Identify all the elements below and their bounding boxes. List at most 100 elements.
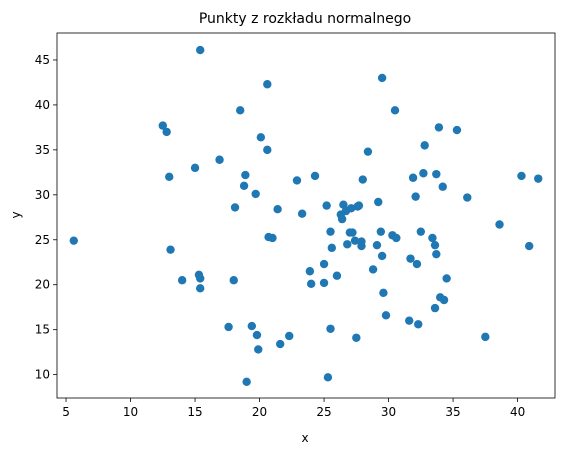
data-point: [439, 295, 449, 305]
data-point: [376, 227, 386, 236]
data-point: [442, 274, 451, 283]
data-point: [411, 192, 420, 201]
data-point: [322, 201, 331, 210]
data-point: [438, 182, 447, 191]
data-point: [428, 233, 437, 243]
data-point: [534, 174, 543, 183]
x-tick-label: 15: [187, 405, 202, 419]
data-point: [196, 284, 205, 293]
data-point: [276, 339, 285, 349]
data-point: [377, 251, 387, 261]
data-point: [263, 145, 272, 155]
y-tick-label: 10: [35, 368, 50, 382]
data-point: [452, 125, 462, 135]
y-tick-label: 45: [35, 53, 50, 67]
data-point: [379, 288, 388, 298]
data-point: [339, 200, 348, 209]
data-point: [256, 133, 266, 142]
data-point: [481, 332, 490, 342]
data-point: [158, 121, 167, 130]
y-axis: 10 15 20 25 30 35 40 45: [35, 53, 57, 382]
data-point: [346, 204, 356, 213]
x-tick-label: 25: [316, 405, 331, 419]
data-point: [414, 320, 423, 329]
data-point: [230, 203, 240, 212]
data-point: [319, 259, 329, 269]
data-point: [357, 237, 366, 246]
data-point: [405, 316, 414, 325]
data-point: [374, 197, 383, 207]
data-point: [348, 228, 357, 237]
data-point: [292, 176, 302, 185]
data-point: [268, 233, 277, 243]
data-point: [326, 324, 335, 333]
chart-title: Punkty z rozkładu normalnego: [199, 11, 411, 27]
data-point: [434, 123, 444, 132]
data-point: [190, 163, 200, 173]
data-point: [215, 155, 224, 164]
data-point: [381, 311, 391, 320]
data-point: [372, 240, 382, 250]
y-tick-label: 35: [35, 143, 50, 157]
data-point: [463, 193, 472, 202]
data-point: [254, 345, 263, 354]
data-point: [430, 303, 440, 313]
data-point: [350, 236, 360, 245]
data-point: [323, 373, 333, 382]
data-point: [412, 259, 422, 269]
y-tick-label: 15: [35, 323, 50, 337]
data-point: [390, 106, 400, 115]
data-point: [196, 45, 205, 55]
y-tick-label: 40: [35, 98, 50, 112]
x-axis-label: x: [301, 431, 308, 445]
y-tick-label: 20: [35, 278, 50, 292]
data-point: [177, 276, 187, 285]
data-point: [162, 127, 171, 137]
data-point: [326, 227, 335, 236]
y-tick-label: 25: [35, 233, 50, 247]
data-point: [165, 172, 174, 182]
data-point: [319, 278, 329, 288]
data-point: [242, 377, 251, 387]
data-point: [416, 227, 426, 236]
x-tick-label: 40: [510, 405, 525, 419]
data-point: [406, 254, 415, 263]
data-point: [327, 243, 336, 253]
data-point: [517, 171, 526, 181]
data-point: [229, 276, 238, 285]
data-point: [332, 271, 342, 280]
x-tick-label: 5: [62, 405, 70, 419]
data-point: [236, 106, 245, 115]
data-point: [305, 267, 315, 276]
data-point: [358, 175, 367, 184]
data-point: [420, 141, 429, 150]
plot-frame: [56, 32, 556, 399]
data-point: [196, 274, 205, 283]
data-point: [377, 73, 387, 83]
data-point: [247, 321, 257, 331]
data-point: [352, 333, 361, 342]
data-point: [408, 173, 418, 182]
x-axis: 5 10 15 20 25 30 35 40: [62, 398, 525, 419]
data-point: [392, 233, 401, 243]
data-point: [263, 80, 272, 89]
data-point: [343, 240, 352, 249]
data-point: [430, 240, 440, 250]
data-point: [241, 170, 250, 180]
data-point: [432, 169, 441, 179]
data-point: [306, 279, 316, 289]
data-point: [252, 330, 262, 340]
data-point: [69, 236, 78, 245]
y-tick-label: 30: [35, 188, 50, 202]
data-point: [251, 189, 260, 199]
data-point: [166, 245, 175, 254]
data-point: [525, 241, 534, 251]
data-point: [432, 249, 441, 259]
data-point: [495, 220, 504, 229]
x-tick-label: 20: [252, 405, 267, 419]
data-point: [239, 181, 249, 191]
data-point: [297, 209, 307, 218]
data-point: [368, 265, 378, 274]
x-tick-label: 30: [381, 405, 396, 419]
